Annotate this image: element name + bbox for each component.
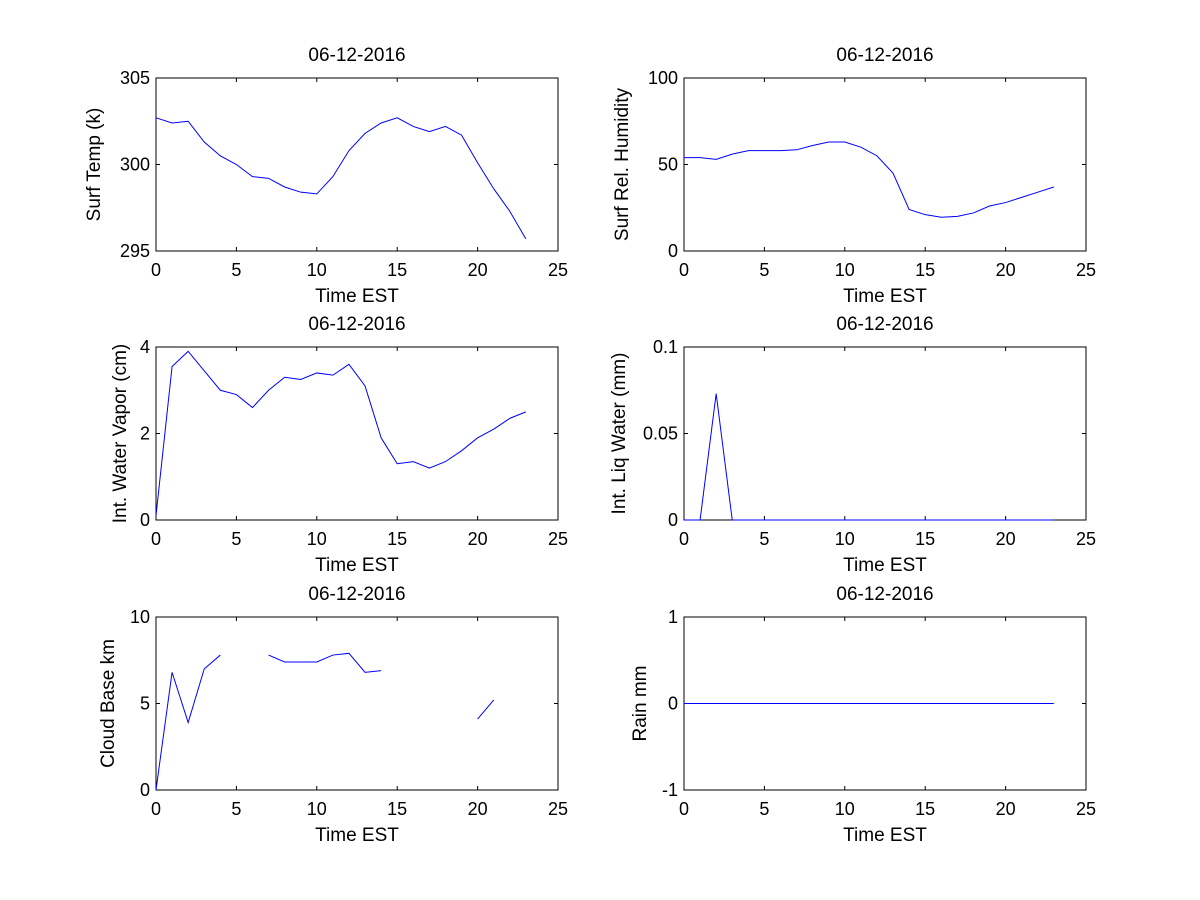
y-axis-label: Rain mm [630,665,651,741]
y-tick-label: 295 [120,241,150,261]
axes-frame [155,346,559,521]
panel-cloud-base: 0 5 10 15 20 25 0 5 10 06-12-2016 Time EST Cloud Ba… [98,584,568,846]
y-tick-label: 5 [140,694,150,714]
y-tick-label: -1 [662,780,678,800]
panel-surf-rh: 0 5 10 15 20 25 0 50 100 06-12-2016 Time EST Surf R… [612,45,1096,307]
x-axis-label: Time EST [843,555,927,576]
axes-frame [683,346,1087,521]
x-tick-label: 25 [1076,529,1096,549]
y-tick-label: 305 [120,68,150,88]
x-axis-label: Time EST [843,825,927,846]
y-axis-label: Cloud Base km [98,639,119,768]
x-tick-label: 15 [915,799,935,819]
y-tick-label: 2 [140,424,150,444]
x-tick-label: 20 [996,260,1016,280]
y-tick-label: 0 [668,241,678,261]
x-tick-label: 5 [231,799,241,819]
chart-title: 06-12-2016 [308,314,405,335]
x-tick-label: 10 [835,260,855,280]
x-tick-label: 5 [759,799,769,819]
x-tick-label: 15 [915,260,935,280]
chart-title: 06-12-2016 [836,45,933,66]
y-tick-label: 0.1 [653,337,678,357]
series-line-liq-water [684,393,1054,521]
x-tick-label: 15 [915,529,935,549]
chart-title: 06-12-2016 [308,45,405,66]
y-tick-label: 50 [658,155,678,175]
x-tick-label: 10 [307,799,327,819]
x-tick-label: 15 [387,260,407,280]
x-tick-label: 25 [548,260,568,280]
y-axis-label: Surf Rel. Humidity [612,87,633,241]
y-tick-label: 0 [140,510,150,530]
x-tick-label: 25 [548,529,568,549]
x-tick-label: 20 [996,529,1016,549]
x-tick-label: 5 [759,260,769,280]
x-tick-label: 20 [468,260,488,280]
y-tick-label: 0.05 [643,424,678,444]
series-line-surf-temp [155,117,527,240]
x-tick-label: 20 [468,529,488,549]
y-tick-label: 1 [668,607,678,627]
x-tick-label: 10 [307,260,327,280]
y-tick-label: 300 [120,155,150,175]
x-tick-label: 25 [1076,799,1096,819]
y-tick-label: 0 [668,694,678,714]
x-axis-label: Time EST [843,286,927,307]
y-axis-label: Int. Water Vapor (cm) [110,344,131,523]
x-tick-label: 0 [679,260,689,280]
x-tick-label: 0 [679,799,689,819]
x-axis-label: Time EST [315,555,399,576]
x-tick-label: 20 [996,799,1016,819]
x-tick-label: 0 [679,529,689,549]
series-line-surf-rh [684,141,1054,218]
x-axis-label: Time EST [315,286,399,307]
y-tick-label: 0 [668,510,678,530]
x-tick-label: 5 [231,260,241,280]
x-tick-label: 15 [387,529,407,549]
x-tick-label: 0 [151,260,161,280]
x-tick-label: 5 [759,529,769,549]
panel-water-vapor: 0 5 10 15 20 25 0 2 4 06-12-2016 Time EST Int. Wate… [110,314,568,576]
chart-title: 06-12-2016 [308,584,405,605]
x-tick-label: 0 [151,799,161,819]
y-axis-label: Surf Temp (k) [84,108,105,222]
y-tick-label: 10 [130,607,150,627]
x-tick-label: 10 [835,799,855,819]
chart-title: 06-12-2016 [836,584,933,605]
x-tick-label: 15 [387,799,407,819]
x-tick-label: 5 [231,529,241,549]
series-line-water-vapor [155,350,527,516]
series-line-cloud-base [155,652,495,791]
y-tick-label: 4 [140,337,150,357]
x-axis-label: Time EST [315,825,399,846]
y-tick-label: 0 [140,780,150,800]
y-tick-label: 100 [648,68,678,88]
axes-frame [155,77,559,252]
chart-title: 06-12-2016 [836,314,933,335]
x-tick-label: 25 [548,799,568,819]
panel-surf-temp: 0 5 10 15 20 25 295 300 305 06-12-2016 Time EST Sur… [84,45,568,307]
x-tick-label: 20 [468,799,488,819]
x-tick-label: 0 [151,529,161,549]
x-tick-label: 10 [835,529,855,549]
axes-frame [155,616,559,791]
x-tick-label: 10 [307,529,327,549]
x-tick-label: 25 [1076,260,1096,280]
panel-liq-water: 0 5 10 15 20 25 0 0.05 0.1 06-12-2016 Time EST Int.… [609,314,1096,576]
y-axis-label: Int. Liq Water (mm) [609,353,630,515]
